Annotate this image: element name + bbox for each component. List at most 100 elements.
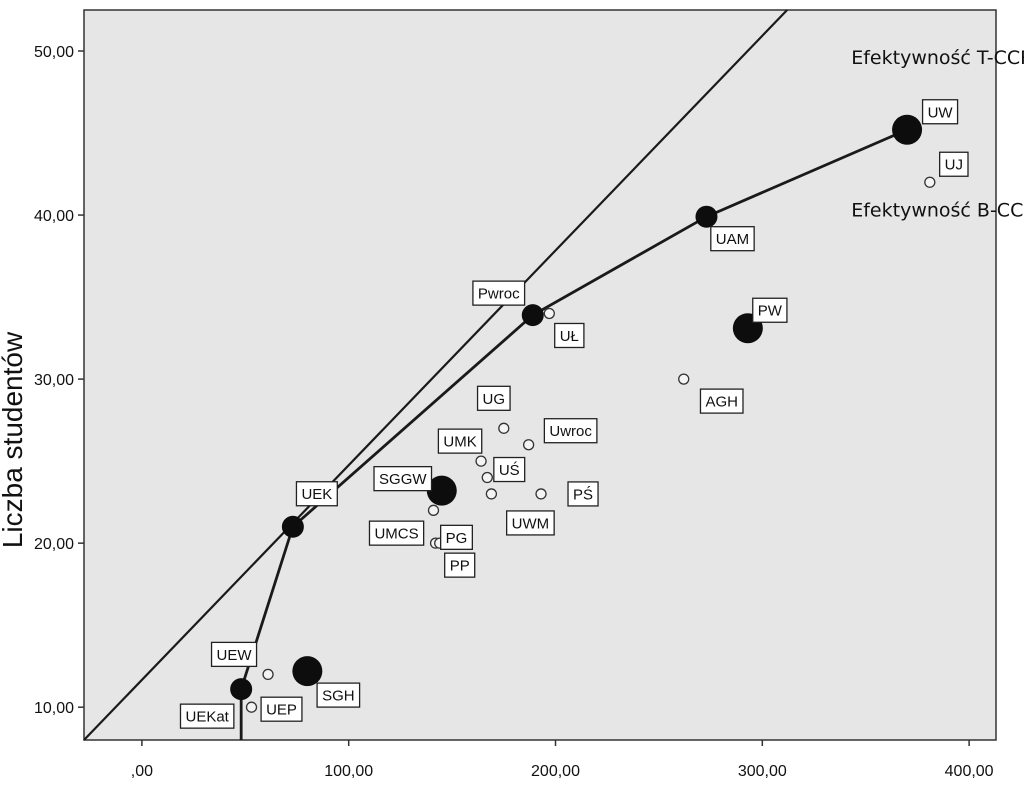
label-text: PŚ [573,485,593,503]
data-point-uś [481,471,493,484]
label-text: SGH [322,688,355,705]
point-labels: UW UJ UAM PW Pwroc UŁ AGH UG Uwroc UMK UŚ SGGW PG UWM… [179,99,969,729]
point-label-umk: UMK [437,428,483,454]
y-tick-label: 50,00 [34,44,74,61]
point-label-uep: UEP [260,696,303,722]
y-tick-label: 10,00 [34,700,74,717]
point-label-pwroc: Pwroc [472,280,526,306]
data-point-uep [245,701,258,713]
data-point-sggw [426,475,457,506]
point-label-uek: UEK [295,481,338,507]
point-label-uł: UŁ [554,322,585,349]
point-label-uam: UAM [710,226,755,252]
label-text: UEKat [185,709,229,726]
label-box [476,385,511,411]
label-text: UMCS [374,526,418,543]
plot-area [83,9,997,741]
data-point-pwroc [521,304,544,327]
label-text: UŁ [560,328,579,345]
y-tick-label: 40,00 [34,208,74,225]
label-text: UEK [301,486,332,503]
data-point-uew [262,668,274,681]
point-label-uew: UEW [210,641,258,668]
point-label-agh: AGH [699,388,744,414]
label-box [444,552,476,578]
data-point-sgh [292,656,323,687]
point-label-uekat: UEKat [179,703,235,729]
point-label-umcs: UMCS [368,520,425,546]
x-tick-label: 400,00 [945,763,994,780]
data-points [230,114,936,713]
data-point-ug [498,422,510,434]
label-text: UEW [217,647,253,664]
point-label-pg: PG [440,524,473,550]
label-text: UEP [266,702,297,719]
label-text: UWM [512,515,550,532]
x-tick-label: 200,00 [531,763,580,780]
label-box [567,481,599,507]
point-label-uj: UJ [939,151,969,177]
data-point-agh [678,373,690,385]
x-tick-label: 100,00 [324,763,373,780]
label-text: Pwroc [478,286,520,303]
annotations: Efektywność T-CCR Efektywność B-CCR [851,47,1024,222]
data-point-uek [281,515,304,538]
annotation-0: Efektywność T-CCR [851,47,1024,69]
data-point-uł [543,307,555,320]
point-label-uś: UŚ [493,456,526,483]
label-text: UW [928,104,954,121]
data-point-uwm [485,488,498,500]
x-tick-label: ,00 [131,763,153,780]
label-text: UAM [716,231,749,248]
data-point-uw [892,114,923,145]
data-point-pg [427,504,440,516]
label-box [472,280,526,306]
label-box [710,226,755,252]
label-box [368,520,425,546]
label-text: AGH [705,394,738,411]
label-box [373,466,433,492]
label-box [210,641,258,668]
y-tick-label: 20,00 [34,536,74,553]
label-box [699,388,744,414]
label-text: UMK [443,434,476,451]
point-label-uwm: UWM [506,510,555,536]
x-tick-label: 300,00 [738,763,787,780]
label-box [295,481,338,507]
label-box [440,524,473,550]
label-box [939,151,969,177]
data-point-pś [535,488,547,500]
label-box [493,456,526,483]
data-point-uwroc [522,439,535,451]
label-box [921,99,959,125]
y-tick-label: 30,00 [34,372,74,389]
label-text: Uwroc [549,423,592,440]
ccr-frontier-line [83,9,788,741]
point-label-pp: PP [444,552,476,578]
label-box [437,428,483,454]
axes: ,00 100,00 200,00 300,00 400,00 10,00 20,00 30,… [34,44,994,780]
label-text: SGGW [379,471,427,488]
data-point-uekat [230,678,253,701]
point-label-pś: PŚ [567,481,599,507]
point-label-pw: PW [752,297,788,323]
label-box [179,703,235,729]
y-axis-label: Liczba studentów [0,331,28,548]
data-point-umk [475,455,487,467]
annotation-1: Efektywność B-CCR [851,200,1024,222]
label-text: PW [758,303,783,320]
label-box [554,322,585,349]
label-box [506,510,555,536]
label-box [316,682,361,708]
label-text: UJ [945,157,963,174]
data-point-uam [695,205,718,228]
data-point-uj [924,176,936,188]
label-box [752,297,788,323]
label-text: PP [450,558,470,575]
point-label-uw: UW [921,99,959,125]
label-box [260,696,303,722]
point-label-ug: UG [476,385,511,411]
point-label-uwroc: Uwroc [543,418,598,444]
point-label-sggw: SGGW [373,466,433,492]
